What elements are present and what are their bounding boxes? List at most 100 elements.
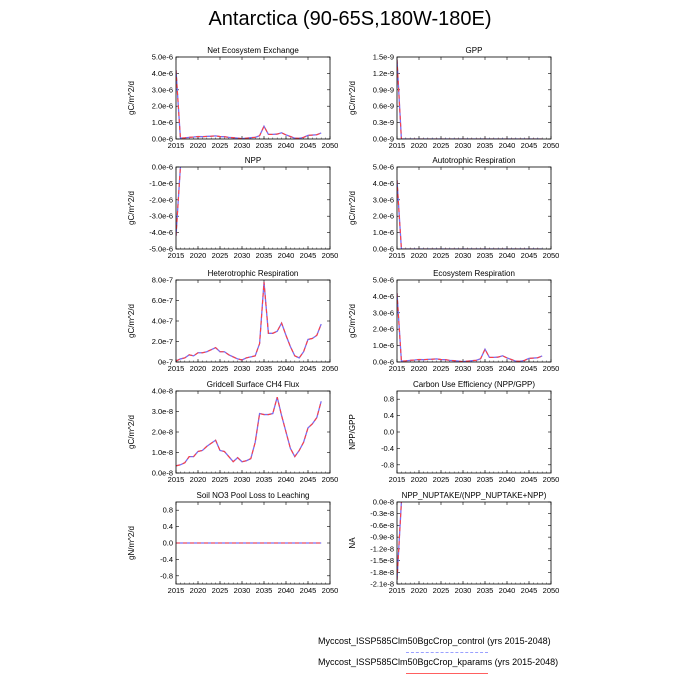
panel-gridcell-surface-ch4-flux: Gridcell Surface CH4 Flux gC/m^2/d 2015 202…	[127, 380, 338, 484]
y-tick-label: -1.8e-8	[370, 568, 394, 577]
y-tick-label: -1.0e-6	[149, 179, 173, 188]
series-group	[176, 281, 322, 362]
page-title: Antarctica (90-65S,180W-180E)	[208, 8, 492, 30]
panel-title: Ecosystem Respiration	[433, 269, 515, 278]
y-axis-label: NA	[348, 537, 357, 549]
x-tick-label: 2050	[322, 364, 339, 373]
y-tick-label: 4.0e-6	[152, 69, 173, 78]
panel-title: NPP	[245, 156, 261, 165]
x-tick-label: 2050	[543, 364, 560, 373]
x-tick-label: 2035	[256, 364, 273, 373]
x-tick-label: 2035	[477, 364, 494, 373]
y-tick-label: 0.0	[384, 428, 394, 437]
x-tick-label: 2050	[543, 475, 560, 484]
panel-net-ecosystem-exchange: Net Ecosystem Exchange gC/m^2/d 2015 2020 20…	[127, 46, 338, 150]
panel-title: GPP	[466, 46, 483, 55]
x-tick-label: 2025	[212, 586, 229, 595]
y-tick-label: 0.8	[384, 395, 394, 404]
panel-carbon-use-efficiency-npp-gpp: Carbon Use Efficiency (NPP/GPP) NPP/GPP 20…	[348, 380, 559, 484]
panel-npp-nuptake-npp-nuptake-npp: NPP_NUPTAKE/(NPP_NUPTAKE+NPP) NA 2015 2020 2…	[348, 491, 559, 595]
x-tick-label: 2040	[499, 475, 516, 484]
y-tick-label: 0.9e-9	[373, 85, 394, 94]
x-tick-label: 2040	[278, 586, 295, 595]
series-line-kparams	[176, 397, 322, 467]
y-tick-label: 6.0e-7	[152, 296, 173, 305]
x-tick-label: 2020	[411, 141, 428, 150]
y-tick-label: 3.0e-6	[373, 195, 394, 204]
x-tick-label: 2025	[433, 251, 450, 260]
x-tick-label: 2020	[190, 475, 207, 484]
x-tick-label: 2045	[521, 141, 538, 150]
y-tick-label: 4.0e-8	[152, 387, 173, 396]
x-tick-label: 2020	[190, 364, 207, 373]
x-tick-label: 2050	[322, 251, 339, 260]
y-tick-label: 0.0e-6	[373, 245, 394, 254]
panel-title: Soil NO3 Pool Loss to Leaching	[197, 491, 310, 500]
x-tick-label: 2035	[256, 586, 273, 595]
panel-heterotrophic-respiration: Heterotrophic Respiration gC/m^2/d 2015 202…	[127, 269, 338, 373]
x-tick-label: 2050	[322, 475, 339, 484]
x-tick-label: 2020	[411, 364, 428, 373]
plot-frame	[396, 390, 552, 474]
x-tick-label: 2035	[256, 251, 273, 260]
y-tick-label: -0.8	[160, 571, 173, 580]
series-line-kparams	[397, 293, 543, 362]
legend-entry-kparams-line	[406, 673, 488, 674]
x-tick-label: 2040	[499, 364, 516, 373]
panel-gpp: GPP gC/m^2/d 2015 2020 2025 2030 2035 2040 2045 2…	[348, 46, 559, 150]
x-tick-label: 2015	[168, 586, 185, 595]
series-line-control	[176, 396, 322, 467]
x-tick-label: 2025	[433, 475, 450, 484]
y-tick-label: -3.0e-6	[149, 212, 173, 221]
y-tick-label: 3.0e-6	[373, 308, 394, 317]
x-tick-label: 2050	[543, 141, 560, 150]
y-tick-label: 1.0e-6	[152, 118, 173, 127]
series-line-control	[176, 281, 322, 362]
x-tick-label: 2015	[168, 364, 185, 373]
panel-title: Gridcell Surface CH4 Flux	[207, 380, 299, 389]
panel-soil-no3-pool-loss-to-leaching: Soil NO3 Pool Loss to Leaching gN/m^2/d 20…	[127, 491, 338, 595]
x-tick-label: 2015	[389, 364, 406, 373]
series-line-control	[176, 70, 322, 139]
x-tick-label: 2030	[234, 141, 251, 150]
x-tick-label: 2025	[433, 586, 450, 595]
series-line-control	[397, 293, 543, 362]
series-group	[397, 59, 543, 139]
y-tick-label: 0.0e-9	[373, 135, 394, 144]
x-tick-label: 2050	[543, 586, 560, 595]
y-tick-label: -0.8	[381, 460, 394, 469]
x-tick-label: 2035	[477, 586, 494, 595]
y-axis-label: gC/m^2/d	[127, 81, 136, 115]
y-tick-label: -1.2e-8	[370, 544, 394, 553]
panel-title: Autotrophic Respiration	[432, 156, 515, 165]
series-group	[176, 70, 322, 139]
x-tick-label: 2020	[190, 251, 207, 260]
x-tick-label: 2040	[278, 364, 295, 373]
series-group	[397, 180, 543, 249]
x-tick-label: 2025	[212, 364, 229, 373]
y-tick-label: -4.0e-6	[149, 228, 173, 237]
series-group	[397, 502, 403, 581]
y-tick-label: 0.4	[163, 522, 173, 531]
panel-title: NPP_NUPTAKE/(NPP_NUPTAKE+NPP)	[402, 491, 547, 500]
panel-title: Net Ecosystem Exchange	[207, 46, 299, 55]
x-tick-label: 2045	[521, 251, 538, 260]
y-tick-label: 0.0	[163, 539, 173, 548]
x-tick-label: 2020	[411, 586, 428, 595]
panel-ecosystem-respiration: Ecosystem Respiration gC/m^2/d 2015 2020 202…	[348, 269, 559, 373]
y-tick-label: 1.5e-9	[373, 53, 394, 62]
y-tick-label: 3.0e-6	[152, 85, 173, 94]
y-axis-label: NPP/GPP	[348, 414, 357, 450]
y-tick-label: -2.0e-6	[149, 195, 173, 204]
plot-frame	[175, 166, 331, 250]
x-tick-label: 2050	[322, 141, 339, 150]
series-group	[176, 396, 322, 467]
series-line-kparams	[176, 70, 322, 139]
y-axis-label: gC/m^2/d	[348, 304, 357, 338]
y-axis-label: gC/m^2/d	[127, 304, 136, 338]
x-tick-label: 2025	[433, 141, 450, 150]
y-axis-label: gC/m^2/d	[127, 415, 136, 449]
x-tick-label: 2035	[477, 475, 494, 484]
y-tick-label: -0.3e-8	[370, 509, 394, 518]
x-tick-label: 2015	[168, 141, 185, 150]
